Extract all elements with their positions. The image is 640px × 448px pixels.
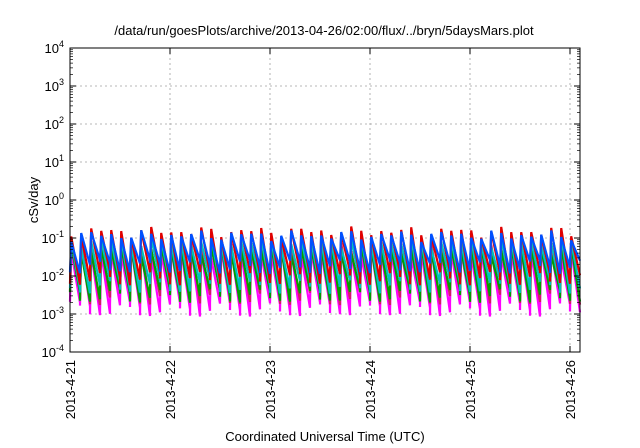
y-tick-label: 100 <box>45 191 64 208</box>
y-axis: 10-4 10-3 10-2 10-1 100 101 102 103 104 <box>42 39 580 360</box>
y-tick-label: 101 <box>45 153 64 170</box>
y-axis-label: cSv/day <box>26 176 41 223</box>
y-tick-label: 102 <box>45 115 64 132</box>
y-tick-label: 10-4 <box>42 343 64 360</box>
x-axis: 2013-4-21 2013-4-22 2013-4-23 2013-4-24 2013… <box>63 48 578 419</box>
y-tick-label: 103 <box>45 77 64 94</box>
grid <box>70 48 580 352</box>
y-tick-label: 10-1 <box>42 229 64 246</box>
x-tick-label: 2013-4-26 <box>563 360 578 419</box>
y-tick-label: 10-2 <box>42 267 64 284</box>
chart-title: /data/run/goesPlots/archive/2013-04-26/0… <box>114 23 534 38</box>
x-tick-label: 2013-4-24 <box>363 360 378 419</box>
x-axis-label: Coordinated Universal Time (UTC) <box>225 429 424 444</box>
x-tick-label: 2013-4-22 <box>163 360 178 419</box>
x-tick-label: 2013-4-21 <box>63 360 78 419</box>
plot-area <box>68 226 582 317</box>
y-tick-label: 10-3 <box>42 305 64 322</box>
x-tick-label: 2013-4-23 <box>263 360 278 419</box>
x-tick-label: 2013-4-25 <box>463 360 478 419</box>
y-tick-label: 104 <box>45 39 64 56</box>
series-line <box>68 229 582 275</box>
